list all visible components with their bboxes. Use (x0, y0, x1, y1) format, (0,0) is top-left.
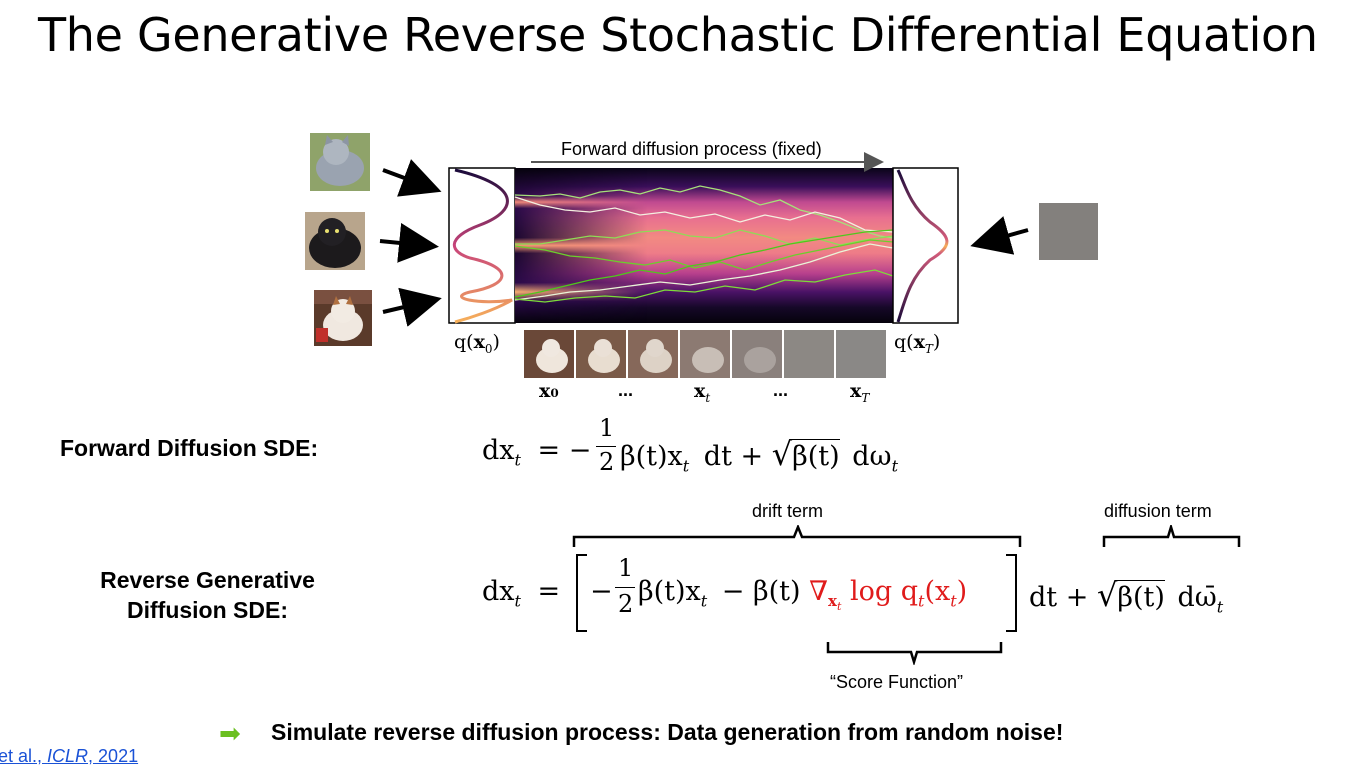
sequence-thumbnail-6 (784, 330, 834, 378)
drift-term-brace (572, 525, 1022, 547)
cat-image-3 (314, 290, 372, 346)
seq-label-dots-1: ... (618, 380, 634, 400)
sequence-thumbnail-2 (576, 330, 626, 378)
cat-to-density-arrows (379, 159, 442, 327)
score-function-term: ∇xt log qt(xt) (809, 576, 968, 614)
reverse-sde-label: Reverse Generative Diffusion SDE: (70, 565, 345, 625)
q-x0-label: q(x0) (454, 331, 500, 356)
seq-label-xt: xt (694, 380, 711, 405)
diffusion-figure (305, 133, 1098, 378)
green-arrow-icon: ➡ (219, 719, 241, 749)
sequence-thumbnail-xt (680, 330, 730, 378)
sequence-thumbnail-x0 (524, 330, 574, 378)
diffusion-trajectory-plot (514, 168, 894, 323)
forward-sde-label: Forward Diffusion SDE: (60, 435, 319, 461)
forward-process-label: Forward diffusion process (fixed) (561, 139, 822, 159)
drift-term-label: drift term (752, 501, 824, 521)
noise-image (1039, 203, 1098, 260)
slide-title: The Generative Reverse Stochastic Differ… (38, 8, 1318, 62)
score-function-label: “Score Function” (830, 672, 964, 692)
score-function-brace (826, 642, 1003, 665)
diffusion-term-brace (1102, 525, 1241, 547)
cat-image-2 (305, 212, 365, 270)
seq-label-dots-2: ... (773, 380, 789, 400)
diffusion-term-label: diffusion term (1104, 501, 1212, 521)
q-xT-label: q(xT) (894, 331, 941, 356)
conclusion-text: Simulate reverse diffusion process: Data… (271, 719, 1064, 745)
reverse-sde-label-line2: Diffusion SDE: (127, 597, 288, 623)
citation: et al., ICLR, 2021 (0, 746, 138, 767)
citation-link[interactable]: et al., ICLR, 2021 (0, 746, 139, 766)
data-density-plot (448, 167, 516, 324)
seq-label-xT: xT (850, 380, 870, 405)
seq-label-x0: x₀ (539, 380, 559, 402)
noise-density-plot (892, 167, 959, 324)
cat-image-1 (310, 133, 370, 191)
sequence-thumbnail-5 (732, 330, 782, 378)
reverse-sde-equation: dxt = − 1 2 β(t)xt − β(t) ∇xt log qt(xt)… (482, 552, 1262, 632)
sequence-thumbnail-xT (836, 330, 886, 378)
image-sequence (524, 330, 886, 378)
sequence-thumbnail-3 (628, 330, 678, 378)
reverse-sde-label-line1: Reverse Generative (100, 567, 315, 593)
noise-to-density-arrow (970, 216, 1029, 255)
